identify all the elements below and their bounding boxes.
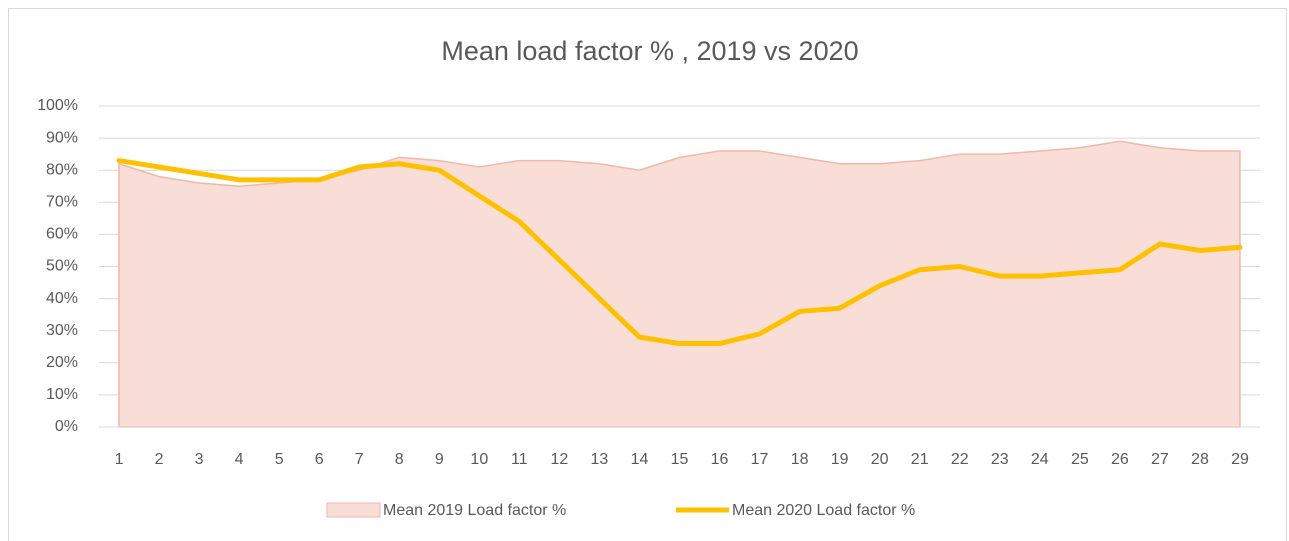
x-tick-label: 10 [470,451,488,468]
x-tick-label: 3 [195,451,204,468]
x-tick-label: 18 [791,451,809,468]
x-tick-label: 24 [1031,451,1049,468]
legend-label: Mean 2020 Load factor % [732,502,915,519]
chart-title: Mean load factor % , 2019 vs 2020 [441,36,858,66]
y-tick-label: 40% [46,290,78,307]
x-tick-label: 20 [871,451,889,468]
y-tick-label: 0% [55,418,78,435]
x-tick-label: 1 [115,451,124,468]
x-tick-label: 8 [395,451,404,468]
legend-label: Mean 2019 Load factor % [383,502,566,519]
x-tick-label: 28 [1191,451,1209,468]
x-tick-label: 16 [711,451,729,468]
y-tick-label: 20% [46,354,78,371]
x-tick-label: 9 [435,451,444,468]
x-tick-label: 26 [1111,451,1129,468]
x-tick-label: 23 [991,451,1009,468]
x-tick-label: 5 [275,451,284,468]
x-tick-label: 21 [911,451,929,468]
x-tick-label: 13 [591,451,609,468]
x-tick-label: 2 [155,451,164,468]
x-tick-label: 22 [951,451,969,468]
area [118,140,1241,428]
x-tick-label: 19 [831,451,849,468]
y-tick-label: 90% [46,129,78,146]
legend-swatch [326,502,381,518]
y-tick-label: 10% [46,386,78,403]
y-tick-label: 70% [46,194,78,211]
y-tick-label: 60% [46,226,78,243]
x-tick-label: 12 [550,451,568,468]
x-tick-label: 27 [1151,451,1169,468]
x-tick-label: 7 [355,451,364,468]
x-tick-label: 17 [751,451,769,468]
x-tick-label: 6 [315,451,324,468]
x-tick-label: 4 [235,451,244,468]
x-tick-label: 15 [671,451,689,468]
y-tick-label: 80% [46,161,78,178]
x-tick-label: 11 [511,451,528,468]
x-tick-label: 29 [1231,451,1249,468]
y-tick-label: 50% [46,258,78,275]
line [116,158,1243,347]
x-tick-label: 25 [1071,451,1089,468]
x-tick-label: 14 [631,451,649,468]
y-tick-label: 100% [37,97,78,114]
y-tick-label: 30% [46,322,78,339]
